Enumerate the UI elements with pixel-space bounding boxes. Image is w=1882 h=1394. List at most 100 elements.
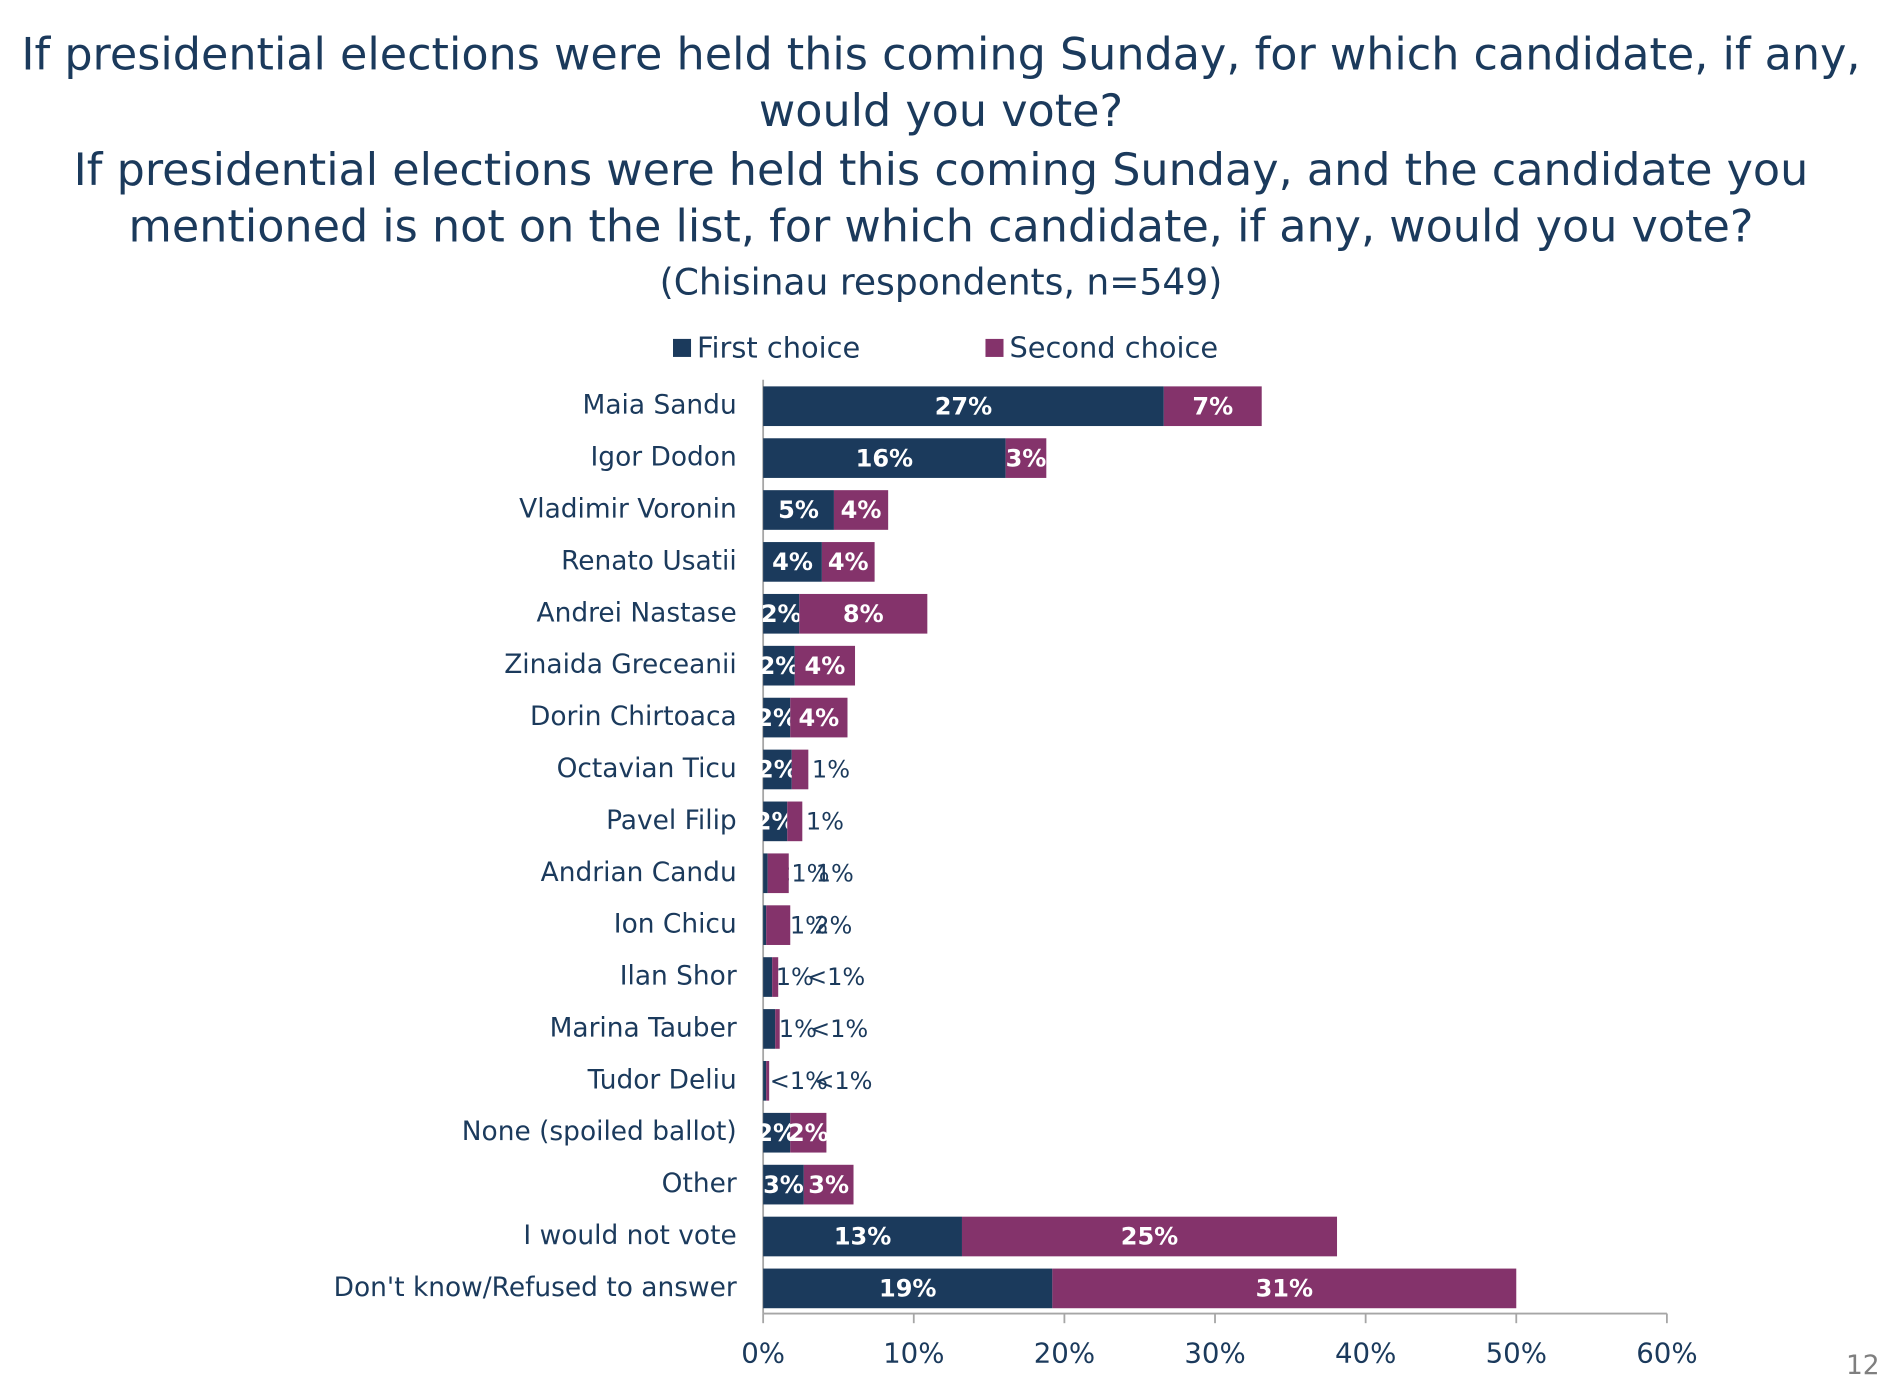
bar-segment (799, 593, 928, 634)
data-label: 2% (761, 600, 802, 628)
data-label: 27% (935, 392, 992, 420)
bar-segment (766, 1060, 770, 1101)
y-tick-label: Maia Sandu (583, 390, 737, 421)
bar-segment (763, 593, 800, 634)
data-label: 2% (759, 652, 800, 680)
bar-segment (1052, 1268, 1517, 1309)
bar-segment (821, 542, 875, 582)
data-label: <1% (807, 963, 865, 991)
bar-segment (763, 749, 792, 790)
y-tick-label: Renato Usatii (561, 545, 737, 576)
y-tick-label: Andrian Candu (541, 857, 737, 888)
bar-segment (763, 1060, 767, 1101)
bar-segment (763, 697, 791, 738)
bar-segment (763, 1164, 804, 1205)
x-tick-label: 40% (1335, 1336, 1396, 1369)
legend-label: Second choice (1010, 331, 1219, 365)
bar-segment (763, 386, 1164, 427)
data-label: 3% (763, 1171, 804, 1199)
y-tick-label: None (spoiled ballot) (462, 1116, 737, 1147)
y-tick-label: Dorin Chirtoaca (530, 701, 737, 732)
bar-segment (763, 645, 795, 686)
bar-segment (763, 1216, 962, 1257)
bar-segment (763, 801, 788, 842)
bar-segment (767, 853, 789, 894)
data-label: 5% (778, 496, 819, 524)
data-label: 31% (1256, 1275, 1313, 1303)
legend-swatch (673, 338, 692, 357)
bar-segment (791, 749, 809, 790)
x-tick-label: 30% (1184, 1336, 1245, 1369)
bar-segment (790, 1112, 827, 1153)
y-tick-label: Marina Tauber (550, 1012, 737, 1043)
x-tick-label: 20% (1034, 1336, 1095, 1369)
y-tick-label: Andrei Nastase (537, 597, 737, 628)
chart-subtitle: (Chisinau respondents, n=549) (659, 261, 1223, 305)
x-tick-label: 0% (741, 1336, 785, 1369)
data-label: 7% (1192, 392, 1233, 420)
bar-segment (794, 645, 856, 686)
legend-label: First choice (697, 331, 860, 365)
bar-segment (763, 1112, 791, 1153)
y-tick-label: I would not vote (523, 1220, 736, 1251)
data-label: 4% (798, 704, 839, 732)
data-label: 1% (806, 808, 844, 836)
chart-title: If presidential elections were held this… (21, 28, 1861, 138)
bar-segment (772, 957, 779, 997)
bar-segment (763, 1268, 1053, 1309)
x-tick-label: 10% (883, 1336, 944, 1369)
data-label: 1% (779, 1015, 817, 1043)
bar-segment (833, 490, 889, 530)
data-label: <1% (810, 1015, 868, 1043)
bar-segment (775, 1009, 780, 1049)
data-label: 3% (808, 1171, 849, 1199)
bar-segment (790, 697, 848, 738)
bar-segment (763, 490, 834, 530)
y-tick-label: Igor Dodon (591, 442, 737, 473)
bar-segment (763, 1009, 776, 1049)
bar-segment (803, 1164, 854, 1205)
bar-segment (961, 1216, 1338, 1257)
y-tick-label: Octavian Ticu (557, 753, 737, 784)
y-tick-label: Zinaida Greceanii (504, 649, 737, 680)
bar-segment (1163, 386, 1262, 427)
data-label: <1% (814, 1067, 872, 1095)
data-label: 2% (788, 1119, 829, 1147)
data-label: 2% (814, 911, 852, 939)
x-tick-label: 50% (1486, 1336, 1547, 1369)
data-label: 1% (776, 963, 814, 991)
legend-swatch (985, 338, 1004, 357)
bar-segment (763, 438, 1006, 478)
data-label: 8% (843, 600, 884, 628)
bar-segment (787, 801, 803, 842)
chart-title: If presidential elections were held this… (73, 144, 1809, 253)
bar-segment (763, 542, 822, 582)
y-tick-label: Other (662, 1168, 737, 1199)
data-label: 4% (772, 548, 813, 576)
bar-segment (763, 957, 773, 997)
data-label: 13% (834, 1223, 891, 1251)
data-label: 19% (879, 1275, 936, 1303)
bar-segment (1005, 438, 1047, 478)
y-tick-label: Ilan Shor (620, 961, 737, 992)
bar-segment (766, 905, 791, 945)
data-label: 2% (757, 756, 798, 784)
x-tick-label: 60% (1636, 1336, 1697, 1369)
data-label: 4% (805, 652, 846, 680)
data-label: 1% (816, 859, 854, 887)
bar-segment (763, 905, 767, 945)
y-tick-label: Tudor Deliu (587, 1064, 737, 1095)
data-label: <1% (770, 1067, 828, 1095)
y-tick-label: Pavel Filip (606, 805, 737, 836)
bar-segment (763, 853, 768, 894)
y-tick-label: Don't know/Refused to answer (334, 1272, 737, 1303)
data-label: 16% (856, 444, 913, 472)
data-label: 25% (1121, 1223, 1178, 1251)
page-number: 12 (1846, 1350, 1880, 1381)
y-tick-label: Ion Chicu (614, 909, 737, 940)
data-label: 4% (841, 496, 882, 524)
y-tick-label: Vladimir Voronin (519, 493, 737, 524)
data-label: 3% (1006, 444, 1047, 472)
